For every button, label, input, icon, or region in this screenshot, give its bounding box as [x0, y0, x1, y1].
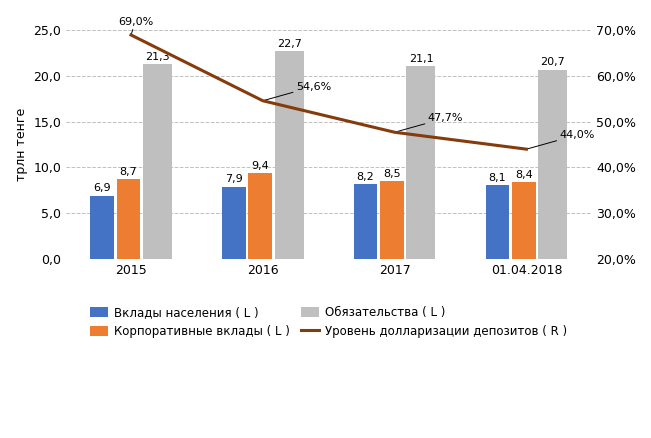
Уровень долларизации депозитов ( R ) [523, 147, 531, 152]
Bar [90, 196, 114, 259]
Text: 20,7: 20,7 [540, 57, 565, 67]
Text: 44,0%: 44,0% [527, 130, 595, 149]
Text: 8,1: 8,1 [489, 173, 506, 183]
Text: 22,7: 22,7 [277, 39, 301, 49]
Bar [512, 182, 536, 259]
Bar [486, 185, 509, 259]
Text: 8,4: 8,4 [515, 170, 533, 180]
Line: Уровень долларизации депозитов ( R ): Уровень долларизации депозитов ( R ) [131, 35, 527, 149]
Bar [222, 187, 245, 259]
Text: 9,4: 9,4 [251, 161, 269, 171]
Text: 21,3: 21,3 [145, 52, 170, 62]
Y-axis label: трлн тенге: трлн тенге [15, 108, 28, 181]
Bar [380, 181, 404, 259]
Text: 47,7%: 47,7% [395, 113, 463, 132]
Text: 21,1: 21,1 [409, 54, 434, 64]
Text: 6,9: 6,9 [93, 184, 111, 194]
Bar [353, 184, 378, 259]
Уровень долларизации депозитов ( R ) [391, 130, 398, 135]
Bar [143, 64, 172, 259]
Text: 69,0%: 69,0% [118, 17, 153, 35]
Bar [117, 179, 140, 259]
Text: 7,9: 7,9 [225, 174, 243, 184]
Text: 8,5: 8,5 [383, 169, 401, 179]
Уровень долларизации депозитов ( R ) [259, 98, 267, 103]
Legend: Вклады населения ( L ), Корпоративные вклады ( L ), Обязательства ( L ), Уровень: Вклады населения ( L ), Корпоративные вк… [90, 306, 567, 338]
Уровень долларизации депозитов ( R ) [127, 32, 135, 38]
Bar [406, 66, 436, 259]
Bar [248, 173, 272, 259]
Text: 8,2: 8,2 [357, 172, 374, 182]
Text: 8,7: 8,7 [120, 167, 137, 177]
Text: 54,6%: 54,6% [263, 81, 331, 101]
Bar [538, 70, 567, 259]
Bar [275, 51, 303, 259]
